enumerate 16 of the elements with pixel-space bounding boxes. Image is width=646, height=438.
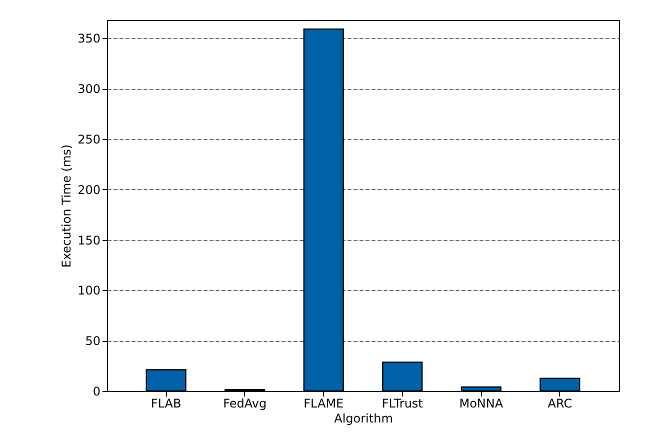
x-tick-label: ARC	[548, 396, 572, 410]
y-tick-label: 50	[85, 334, 100, 348]
x-tick-label: FLTrust	[382, 396, 424, 410]
y-axis-title: Execution Time (ms)	[60, 144, 74, 268]
x-tick-label: MoNNA	[459, 396, 504, 410]
x-axis-title: Algorithm	[334, 412, 393, 426]
x-tick-label: FLAME	[304, 396, 344, 410]
y-tick-label: 250	[78, 132, 100, 146]
y-tick-label: 300	[78, 82, 100, 96]
x-tick-label: FLAB	[150, 396, 182, 410]
y-tick-label: 200	[78, 182, 100, 197]
y-tick-label: 100	[78, 284, 100, 298]
y-tick-label: 150	[78, 233, 100, 248]
y-tick-label: 350	[78, 32, 100, 46]
y-tick-label: 0	[92, 384, 100, 398]
x-tick-label: FedAvg	[223, 396, 267, 410]
